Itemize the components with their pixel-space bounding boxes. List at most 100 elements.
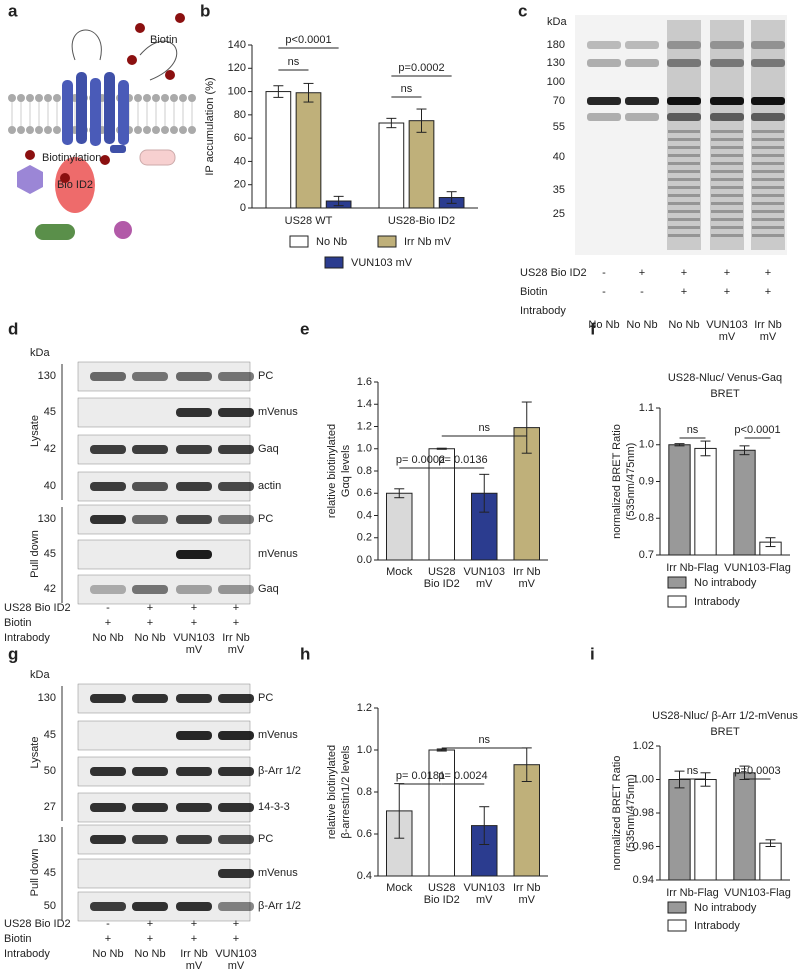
band: [90, 767, 126, 776]
loop: [71, 29, 178, 81]
y-tick-label: 0.8: [639, 512, 654, 524]
condition-mark: +: [191, 933, 197, 945]
band: [90, 835, 126, 844]
x-tick-label: mV: [476, 578, 493, 590]
lane-label: No Nb: [668, 319, 699, 331]
y-tick-label: 1.0: [639, 439, 654, 451]
band: [752, 226, 784, 229]
band: [625, 59, 659, 67]
band: [90, 694, 126, 703]
condition-mark: +: [105, 617, 111, 629]
significance-label: ns: [687, 765, 699, 777]
kda-label: 45: [44, 867, 56, 879]
kda-label: 130: [547, 57, 565, 69]
row-label: mVenus: [258, 867, 298, 879]
error-bar: [765, 839, 776, 847]
y-tick-label: 1.0: [357, 744, 372, 756]
bar: [668, 779, 691, 881]
significance-label: ns: [288, 56, 300, 68]
kda-header: kDa: [30, 347, 50, 359]
row-label: Gaq: [258, 443, 279, 455]
condition-mark: +: [233, 602, 239, 614]
y-tick-label: 1.2: [357, 420, 372, 432]
lipid: [152, 126, 160, 134]
y-tick-label: 1.00: [633, 773, 654, 785]
protein: [35, 224, 75, 240]
row-label: PC: [258, 833, 273, 845]
kda-label: 100: [547, 76, 565, 88]
smear: [710, 20, 744, 250]
band: [752, 194, 784, 197]
group-name: Pull down: [29, 530, 41, 578]
lane-label: VUN103: [706, 319, 748, 331]
band: [751, 41, 785, 49]
group-name: Pull down: [29, 849, 41, 897]
kda-label: 45: [44, 406, 56, 418]
condition-mark: +: [233, 933, 239, 945]
condition-name: Intrabody: [4, 632, 50, 644]
bar: [378, 122, 405, 209]
lane-label: mV: [760, 331, 777, 343]
y-tick-label: 0.96: [633, 840, 654, 852]
band: [668, 186, 700, 189]
band: [90, 585, 126, 594]
row-label: actin: [258, 480, 281, 492]
panel-label: c: [518, 1, 527, 20]
band: [711, 194, 743, 197]
y-tick-label: 140: [228, 39, 246, 51]
band: [711, 162, 743, 165]
error-bar: [386, 117, 397, 129]
chart-title: BRET: [710, 388, 740, 400]
x-tick-label: Irr Nb: [513, 882, 541, 894]
condition-mark: -: [602, 267, 606, 279]
band: [751, 59, 785, 67]
band: [587, 59, 621, 67]
band: [752, 210, 784, 213]
band: [751, 113, 785, 121]
kda-label: 42: [44, 443, 56, 455]
protein: [114, 221, 132, 239]
diagram-label: Biotinylation: [42, 152, 101, 164]
significance-label: ns: [401, 83, 413, 95]
protein: [139, 149, 176, 166]
band: [176, 902, 212, 911]
bar: [668, 444, 691, 556]
lipid: [188, 94, 196, 102]
error-bar: [303, 82, 314, 103]
band: [218, 515, 254, 524]
panel-label: h: [300, 644, 310, 663]
lane-label: mV: [186, 644, 203, 656]
band: [668, 146, 700, 149]
condition-mark: +: [233, 918, 239, 930]
band: [667, 59, 701, 67]
x-tick-label: VUN103: [463, 566, 505, 578]
legend-swatch: [377, 235, 397, 248]
band: [218, 372, 254, 381]
y-axis-label: relative biotinylated: [326, 745, 338, 839]
protein: [17, 165, 43, 194]
x-tick-label: mV: [476, 894, 493, 906]
row-label: mVenus: [258, 548, 298, 560]
band: [752, 138, 784, 141]
legend-swatch: [667, 576, 687, 589]
lane-label: VUN103: [215, 948, 257, 960]
condition-mark: +: [147, 602, 153, 614]
y-tick-label: 1.6: [357, 376, 372, 388]
lipid: [143, 94, 151, 102]
biotin: [175, 13, 185, 23]
bar: [265, 91, 292, 209]
x-tick-label: US28 WT: [285, 215, 333, 227]
y-tick-label: 0.6: [357, 487, 372, 499]
x-tick-label: US28: [428, 882, 456, 894]
kda-label: 55: [553, 121, 565, 133]
x-tick-label: US28-Bio ID2: [388, 215, 455, 227]
y-axis-label: (535nm/475nm): [625, 774, 637, 852]
panel-label: d: [8, 319, 18, 338]
panel-label: i: [590, 644, 595, 663]
bar: [295, 92, 322, 209]
band: [218, 694, 254, 703]
lipid: [170, 126, 178, 134]
band: [711, 210, 743, 213]
condition-mark: +: [765, 267, 771, 279]
